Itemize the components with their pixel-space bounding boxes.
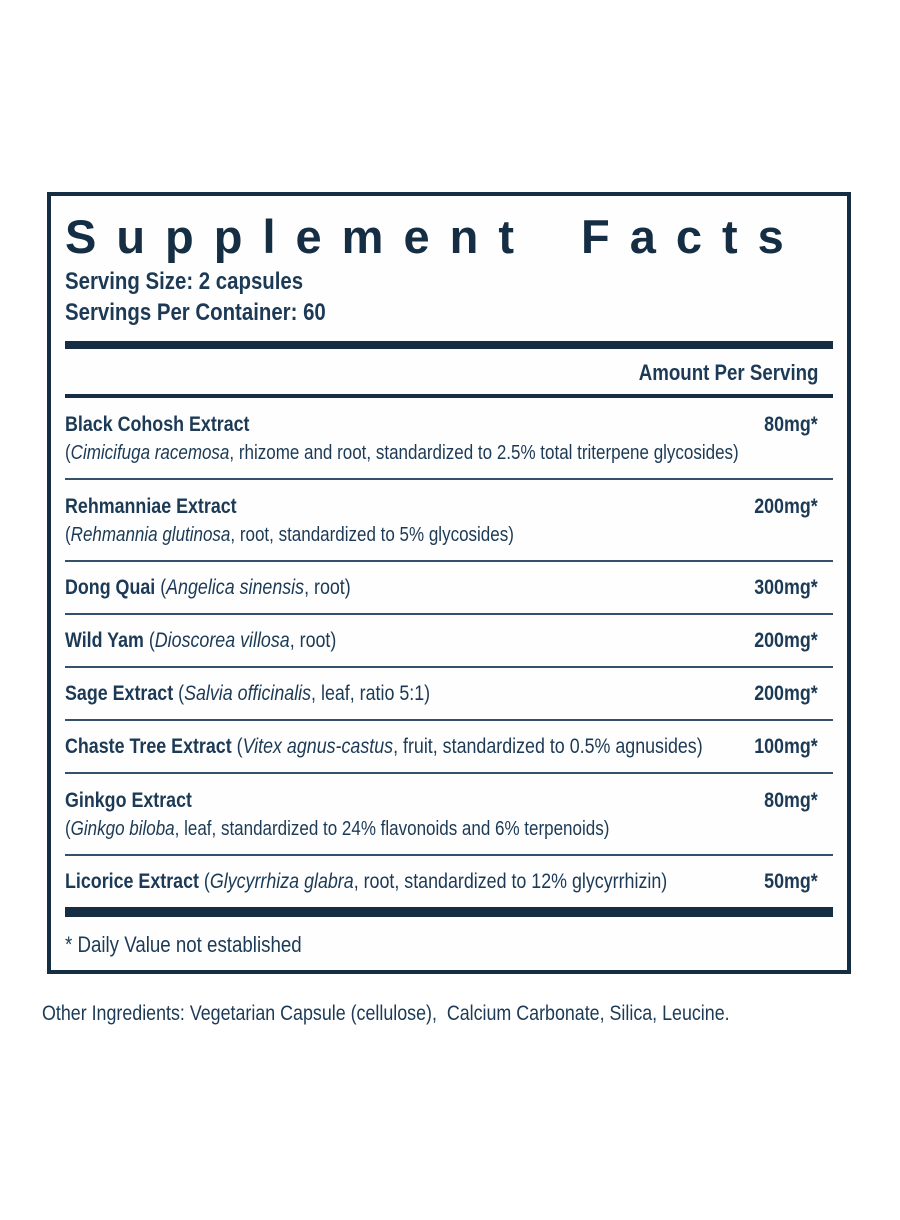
ingredient-name: Wild Yam (Dioscorea villosa, root) <box>65 629 337 652</box>
ingredient-description: (Ginkgo biloba, leaf, standardized to 24… <box>65 818 610 840</box>
ingredient-amount: 80mg* <box>764 413 818 436</box>
amount-per-serving-header-row: Amount Per Serving <box>65 349 833 394</box>
row-separator <box>65 666 833 668</box>
ingredient-amount: 200mg* <box>754 682 818 705</box>
ingredient-name: Chaste Tree Extract (Vitex agnus-castus,… <box>65 735 703 758</box>
supplement-facts-panel: Supplement Facts Serving Size: 2 capsule… <box>47 192 851 974</box>
ingredient-amount: 100mg* <box>754 735 818 758</box>
footnote-divider-bar <box>65 907 833 917</box>
ingredient-amount: 80mg* <box>764 789 818 812</box>
daily-value-footnote: * Daily Value not established <box>65 932 302 957</box>
header-divider-bar <box>65 341 833 349</box>
row-separator <box>65 772 833 774</box>
row-separator <box>65 560 833 562</box>
ingredient-description: (Rehmannia glutinosa, root, standardized… <box>65 524 514 546</box>
ingredient-name: Rehmanniae Extract <box>65 495 237 518</box>
ingredient-name: Dong Quai (Angelica sinensis, root) <box>65 576 351 599</box>
facts-title: Supplement Facts <box>65 210 804 263</box>
ingredient-row-licorice: Licorice Extract (Glycyrrhiza glabra, ro… <box>65 856 833 907</box>
ingredient-description: (Cimicifuga racemosa, rhizome and root, … <box>65 442 739 464</box>
ingredient-row-dong-quai: Dong Quai (Angelica sinensis, root) 300mg… <box>65 562 833 615</box>
ingredient-row-sage: Sage Extract (Salvia officinalis, leaf, … <box>65 668 833 721</box>
ingredient-row-black-cohosh: Black Cohosh Extract 80mg* (Cimicifuga ra… <box>65 398 833 480</box>
ingredient-amount: 300mg* <box>754 576 818 599</box>
servings-per-container: Servings Per Container: 60 <box>65 299 326 326</box>
ingredient-amount: 200mg* <box>754 495 818 518</box>
ingredient-amount: 50mg* <box>764 870 818 893</box>
serving-size: Serving Size: 2 capsules <box>65 268 304 295</box>
column-header-divider <box>65 394 833 398</box>
ingredient-row-ginkgo: Ginkgo Extract 80mg* (Ginkgo biloba, leaf… <box>65 774 833 856</box>
row-separator <box>65 478 833 480</box>
ingredient-name: Licorice Extract (Glycyrrhiza glabra, ro… <box>65 870 668 893</box>
ingredient-name: Ginkgo Extract <box>65 789 192 812</box>
ingredient-name: Sage Extract (Salvia officinalis, leaf, … <box>65 682 431 705</box>
ingredient-row-chaste-tree: Chaste Tree Extract (Vitex agnus-castus,… <box>65 721 833 774</box>
ingredient-name: Black Cohosh Extract <box>65 413 250 436</box>
amount-per-serving-header: Amount Per Serving <box>638 360 818 385</box>
row-separator <box>65 719 833 721</box>
other-ingredients: Other Ingredients: Vegetarian Capsule (c… <box>42 1002 730 1025</box>
row-separator <box>65 613 833 615</box>
ingredient-row-wild-yam: Wild Yam (Dioscorea villosa, root) 200mg* <box>65 615 833 668</box>
ingredient-amount: 200mg* <box>754 629 818 652</box>
row-separator <box>65 854 833 856</box>
ingredient-row-rehmanniae: Rehmanniae Extract 200mg* (Rehmannia glut… <box>65 480 833 562</box>
